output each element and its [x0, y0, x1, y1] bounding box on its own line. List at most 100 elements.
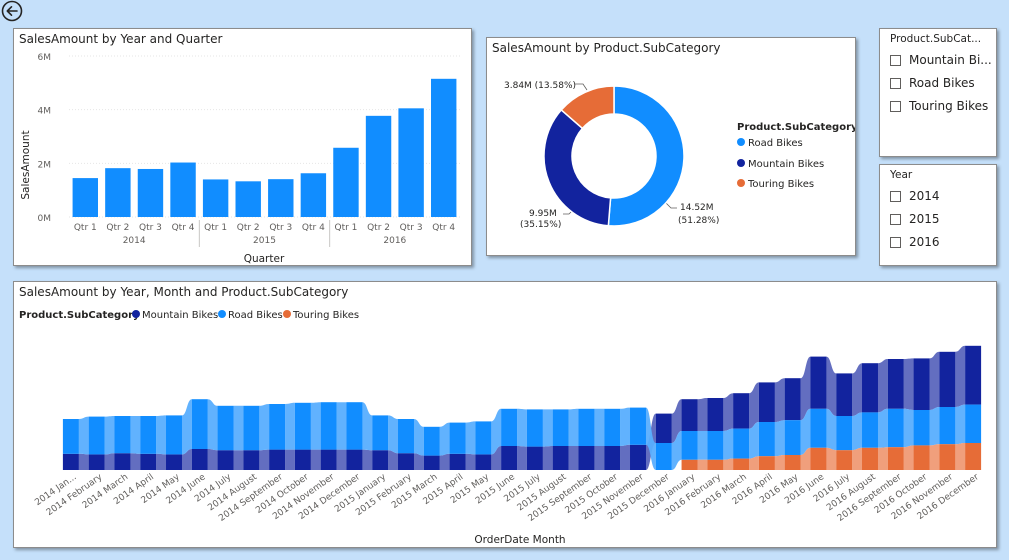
- bar-6[interactable]: [235, 181, 261, 217]
- ribbon-segment-r[interactable]: [733, 428, 750, 459]
- ribbon-segment-t[interactable]: [681, 459, 698, 470]
- ribbon-segment-r[interactable]: [604, 408, 621, 446]
- donut-slice-road-bikes[interactable]: [607, 85, 685, 227]
- ribbon-segment-r[interactable]: [269, 404, 286, 450]
- ribbon-segment-m[interactable]: [552, 446, 569, 470]
- ribbon-segment-r[interactable]: [166, 415, 182, 455]
- ribbon-segment-m[interactable]: [810, 356, 827, 409]
- slicer-item-road-bikes[interactable]: Road Bikes: [890, 75, 975, 91]
- ribbon-legend-road[interactable]: Road Bikes: [228, 310, 283, 321]
- ribbon-segment-m[interactable]: [655, 413, 672, 443]
- bar-chart-card[interactable]: SalesAmount by Year and Quarter SalesAmo…: [13, 28, 472, 266]
- ribbon-segment-r[interactable]: [913, 410, 930, 446]
- bar-10[interactable]: [365, 115, 392, 217]
- slicer-item-touring-bikes[interactable]: Touring Bikes: [890, 98, 988, 114]
- ribbon-segment-m[interactable]: [114, 453, 131, 470]
- back-button[interactable]: [1, 0, 23, 22]
- ribbon-segment-r[interactable]: [965, 404, 982, 443]
- donut-legend-road[interactable]: Road Bikes: [748, 138, 803, 149]
- ribbon-legend-mountain[interactable]: Mountain Bikes: [142, 310, 218, 321]
- ribbon-segment-t[interactable]: [707, 459, 724, 470]
- ribbon-segment-r[interactable]: [320, 402, 337, 450]
- ribbon-segment-r[interactable]: [758, 422, 775, 457]
- ribbon-segment-r[interactable]: [217, 405, 234, 451]
- ribbon-segment-r[interactable]: [449, 422, 466, 454]
- slicer-item-2016[interactable]: 2016: [890, 234, 940, 250]
- ribbon-segment-m[interactable]: [346, 449, 363, 470]
- ribbon-segment-t[interactable]: [733, 458, 750, 470]
- donut-legend-touring[interactable]: Touring Bikes: [747, 179, 814, 190]
- slicer-item-2015[interactable]: 2015: [890, 211, 940, 227]
- ribbon-segment-t[interactable]: [836, 450, 853, 470]
- ribbon-segment-m[interactable]: [733, 393, 750, 429]
- ribbon-segment-r[interactable]: [294, 402, 311, 450]
- ribbon-segment-m[interactable]: [501, 446, 518, 470]
- ribbon-segment-t[interactable]: [965, 443, 982, 470]
- ribbon-segment-m[interactable]: [681, 399, 698, 431]
- ribbon-segment-t[interactable]: [913, 445, 930, 470]
- ribbon-segment-r[interactable]: [372, 415, 389, 451]
- ribbon-segment-m[interactable]: [294, 449, 311, 470]
- ribbon-segment-m[interactable]: [243, 450, 260, 470]
- ribbon-segment-r[interactable]: [862, 412, 878, 448]
- ribbon-segment-m[interactable]: [217, 450, 234, 470]
- checkbox-icon[interactable]: [890, 236, 901, 248]
- ribbon-segment-r[interactable]: [423, 426, 440, 456]
- donut-chart-card[interactable]: SalesAmount by Product.SubCategory 3.84M…: [486, 37, 856, 256]
- ribbon-segment-m[interactable]: [604, 446, 621, 470]
- ribbon-segment-m[interactable]: [862, 363, 878, 413]
- ribbon-segment-r[interactable]: [191, 399, 208, 449]
- ribbon-segment-r[interactable]: [887, 408, 904, 448]
- ribbon-chart-card[interactable]: SalesAmount by Year, Month and Product.S…: [13, 281, 997, 548]
- bar-11[interactable]: [398, 108, 424, 217]
- bar-5[interactable]: [202, 179, 229, 217]
- ribbon-segment-r[interactable]: [346, 402, 363, 450]
- ribbon-segment-t[interactable]: [758, 456, 775, 470]
- ribbon-segment-t[interactable]: [810, 447, 827, 470]
- ribbon-segment-t[interactable]: [862, 447, 878, 470]
- checkbox-icon[interactable]: [890, 77, 901, 89]
- subcategory-slicer[interactable]: Product.SubCat... Mountain Bi... Road Bi…: [879, 28, 997, 157]
- ribbon-segment-m[interactable]: [88, 454, 105, 470]
- ribbon-segment-m[interactable]: [372, 450, 389, 470]
- ribbon-segment-r[interactable]: [707, 431, 724, 460]
- bar-8[interactable]: [300, 173, 327, 217]
- ribbon-segment-m[interactable]: [913, 358, 930, 410]
- ribbon-segment-r[interactable]: [398, 419, 414, 454]
- bar-9[interactable]: [333, 147, 359, 217]
- ribbon-segment-m[interactable]: [269, 449, 286, 470]
- ribbon-segment-r[interactable]: [578, 408, 595, 446]
- bar-2[interactable]: [105, 168, 131, 217]
- ribbon-segment-r[interactable]: [810, 408, 827, 448]
- ribbon-segment-m[interactable]: [320, 449, 337, 470]
- ribbon-segment-r[interactable]: [836, 416, 853, 451]
- ribbon-segment-m[interactable]: [449, 453, 466, 470]
- ribbon-segment-m[interactable]: [630, 444, 646, 470]
- ribbon-segment-r[interactable]: [630, 407, 646, 445]
- ribbon-segment-r[interactable]: [784, 420, 801, 455]
- ribbon-segment-r[interactable]: [681, 431, 698, 460]
- ribbon-segment-r[interactable]: [526, 409, 543, 447]
- ribbon-segment-r[interactable]: [88, 416, 105, 455]
- year-slicer[interactable]: Year 2014 2015 2016: [879, 164, 997, 266]
- ribbon-segment-m[interactable]: [836, 373, 853, 416]
- slicer-item-mountain-bikes[interactable]: Mountain Bi...: [890, 52, 992, 68]
- ribbon-segment-m[interactable]: [140, 453, 157, 470]
- checkbox-icon[interactable]: [890, 213, 901, 225]
- ribbon-segment-t[interactable]: [784, 455, 801, 470]
- ribbon-segment-r[interactable]: [475, 421, 492, 455]
- ribbon-legend-touring[interactable]: Touring Bikes: [292, 310, 359, 321]
- ribbon-segment-t[interactable]: [887, 447, 904, 470]
- ribbon-segment-m[interactable]: [62, 453, 79, 470]
- bar-1[interactable]: [72, 178, 98, 217]
- ribbon-segment-r[interactable]: [939, 407, 956, 445]
- checkbox-icon[interactable]: [890, 190, 901, 202]
- ribbon-segment-m[interactable]: [887, 359, 904, 409]
- ribbon-segment-m[interactable]: [191, 449, 208, 470]
- slicer-item-2014[interactable]: 2014: [890, 188, 940, 204]
- bar-12[interactable]: [431, 78, 457, 217]
- ribbon-segment-m[interactable]: [939, 351, 956, 407]
- ribbon-segment-r[interactable]: [62, 419, 79, 454]
- ribbon-segment-m[interactable]: [423, 455, 440, 470]
- ribbon-segment-r[interactable]: [501, 408, 518, 446]
